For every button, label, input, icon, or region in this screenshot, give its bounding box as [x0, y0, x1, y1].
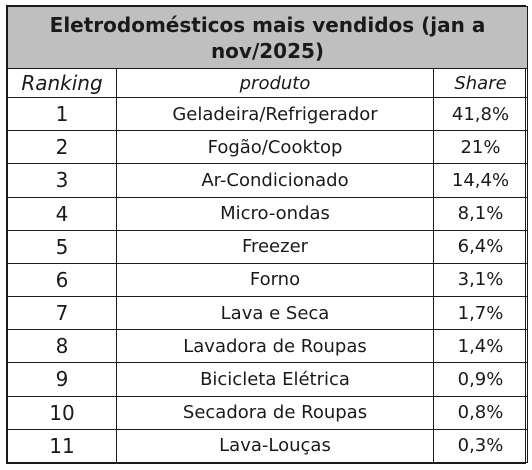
share-cell: 0,3% — [433, 428, 528, 464]
rank-cell: 5 — [7, 229, 117, 264]
product-cell: Lavadora de Roupas — [116, 329, 434, 364]
product-cell: Forno — [116, 262, 434, 298]
share-cell: 41,8% — [433, 96, 528, 132]
product-cell: Bicicleta Elétrica — [116, 362, 434, 397]
share-cell: 0,8% — [433, 395, 528, 430]
rank-cell: 3 — [7, 163, 117, 198]
share-cell: 21% — [433, 130, 528, 165]
share-cell: 1,4% — [433, 329, 528, 364]
table-title: Eletrodomésticos mais vendidos (jan a no… — [7, 6, 528, 69]
rank-cell: 2 — [7, 130, 117, 165]
product-cell: Ar-Condicionado — [116, 163, 434, 198]
product-cell: Freezer — [116, 229, 434, 264]
rank-cell: 10 — [7, 395, 117, 430]
share-cell: 3,1% — [433, 262, 528, 298]
table-row: 9 Bicicleta Elétrica 0,9% — [7, 362, 528, 397]
product-cell: Fogão/Cooktop — [116, 130, 434, 165]
product-cell: Lava e Seca — [116, 296, 434, 331]
product-cell: Micro-ondas — [116, 196, 434, 231]
product-cell: Secadora de Roupas — [116, 395, 434, 430]
table-row: 1 Geladeira/Refrigerador 41,8% — [7, 96, 528, 132]
rank-cell: 6 — [7, 262, 117, 298]
table-row: 10 Secadora de Roupas 0,8% — [7, 395, 528, 430]
rank-cell: 7 — [7, 296, 117, 331]
rank-cell: 1 — [7, 96, 117, 132]
column-header-share: Share — [433, 68, 528, 98]
share-cell: 14,4% — [433, 163, 528, 198]
rank-cell: 4 — [7, 196, 117, 231]
table-body: 1 Geladeira/Refrigerador 41,8% 2 Fogão/Cookt… — [7, 96, 528, 464]
table-row: 4 Micro-ondas 8,1% — [7, 196, 528, 231]
rank-cell: 8 — [7, 329, 117, 364]
share-cell: 8,1% — [433, 196, 528, 231]
share-cell: 6,4% — [433, 229, 528, 264]
ranking-table: Eletrodomésticos mais vendidos (jan a no… — [7, 6, 528, 464]
rank-cell: 11 — [7, 428, 117, 464]
ranking-table-container: Eletrodomésticos mais vendidos (jan a no… — [6, 5, 528, 464]
share-cell: 0,9% — [433, 362, 528, 397]
table-row: 11 Lava-Louças 0,3% — [7, 428, 528, 464]
table-row: 5 Freezer 6,4% — [7, 229, 528, 264]
table-row: 2 Fogão/Cooktop 21% — [7, 130, 528, 165]
column-header-ranking: Ranking — [7, 68, 117, 98]
product-cell: Geladeira/Refrigerador — [116, 96, 434, 132]
rank-cell: 9 — [7, 362, 117, 397]
table-row: 8 Lavadora de Roupas 1,4% — [7, 329, 528, 364]
table-row: 6 Forno 3,1% — [7, 262, 528, 298]
table-row: 3 Ar-Condicionado 14,4% — [7, 163, 528, 198]
table-row: 7 Lava e Seca 1,7% — [7, 296, 528, 331]
share-cell: 1,7% — [433, 296, 528, 331]
column-header-produto: produto — [116, 68, 434, 98]
product-cell: Lava-Louças — [116, 428, 434, 464]
